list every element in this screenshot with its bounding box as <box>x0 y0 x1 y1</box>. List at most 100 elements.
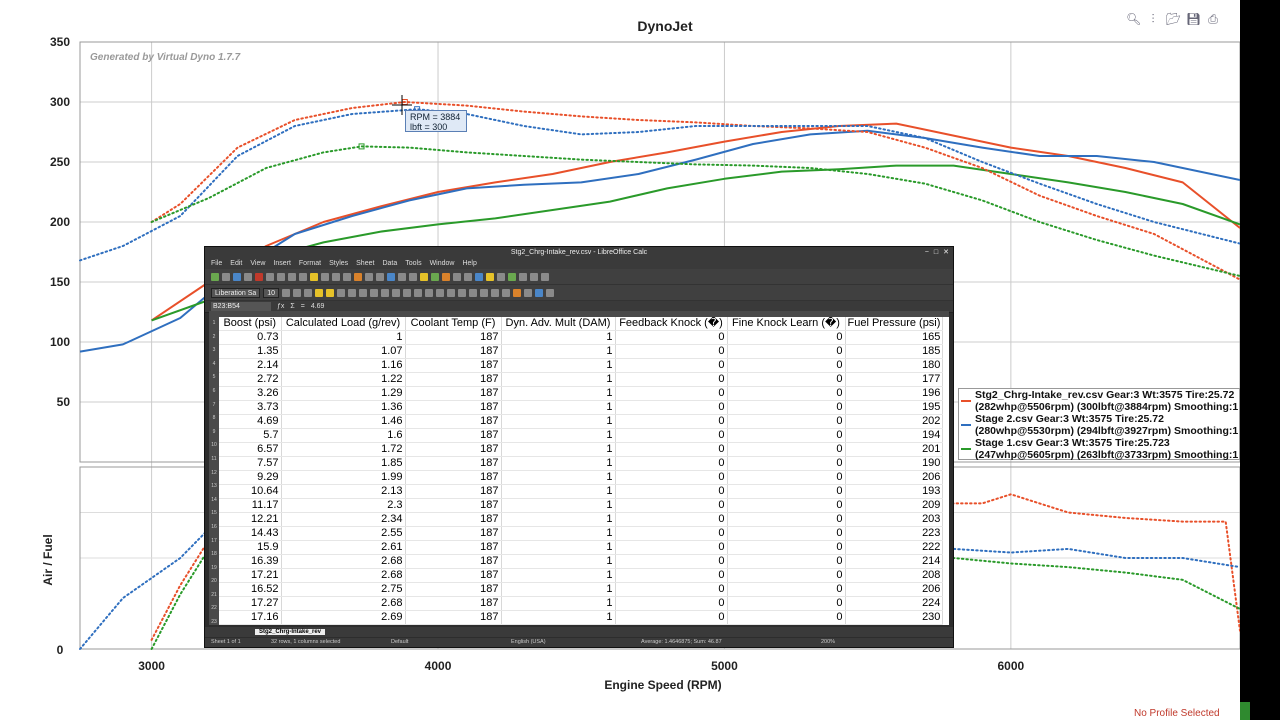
table-cell[interactable]: 187 <box>405 526 502 542</box>
row-number[interactable]: 18 <box>211 551 217 558</box>
row-number[interactable]: 22 <box>211 605 217 612</box>
add-decimal-icon[interactable] <box>480 288 489 297</box>
table-cell[interactable]: 187 <box>405 428 502 444</box>
table-cell[interactable]: 17.21 <box>219 568 282 584</box>
table-cell[interactable]: 187 <box>405 442 502 458</box>
table-cell[interactable]: 1 <box>501 456 616 472</box>
table-cell[interactable]: 0 <box>727 400 846 416</box>
table-cell[interactable]: 1.36 <box>281 400 406 416</box>
table-cell[interactable]: 201 <box>845 442 944 458</box>
justify-icon[interactable] <box>370 288 379 297</box>
table-cell[interactable]: 203 <box>845 512 944 528</box>
split-icon[interactable] <box>530 272 538 281</box>
calc-menu-item[interactable]: Insert <box>273 260 291 267</box>
table-cell[interactable]: 206 <box>845 582 944 598</box>
table-cell[interactable]: 1 <box>501 526 616 542</box>
table-cell[interactable]: 187 <box>405 386 502 402</box>
name-box[interactable]: B23:B54 <box>211 301 271 312</box>
table-cell[interactable]: 185 <box>845 344 944 360</box>
row-number[interactable]: 15 <box>211 510 217 517</box>
wrap-icon[interactable] <box>381 288 390 297</box>
table-cell[interactable]: 0 <box>727 582 846 598</box>
table-cell[interactable]: 1.99 <box>281 470 406 486</box>
table-cell[interactable]: 0 <box>615 512 728 528</box>
highlight-icon[interactable] <box>326 288 335 297</box>
calc-menu-item[interactable]: Sheet <box>356 260 375 267</box>
table-cell[interactable]: 187 <box>405 372 502 388</box>
table-cell[interactable]: 0 <box>615 484 728 500</box>
paste-icon[interactable] <box>299 272 307 281</box>
minimize-icon[interactable]: − <box>924 249 929 256</box>
align-center-icon[interactable] <box>348 288 357 297</box>
valign-center-icon[interactable] <box>414 288 423 297</box>
valign-top-icon[interactable] <box>403 288 412 297</box>
table-cell[interactable]: 214 <box>845 554 944 570</box>
filter-icon[interactable]: ⫶ <box>1151 12 1155 26</box>
print-preview-icon[interactable] <box>266 272 274 281</box>
table-cell[interactable]: 180 <box>845 358 944 374</box>
legend-item-stage1[interactable]: Stage 1.csv Gear:3 Wt:3575 Tire:25.723 (… <box>959 437 1239 461</box>
row-icon[interactable] <box>365 272 373 281</box>
font-name-box[interactable]: Liberation Sa <box>211 287 261 298</box>
table-cell[interactable]: 7.57 <box>219 456 282 472</box>
table-cell[interactable]: 0 <box>727 344 846 360</box>
clone-icon[interactable] <box>310 272 318 281</box>
zoom-icon[interactable]: 🔍︎ <box>1126 12 1142 26</box>
table-cell[interactable]: 2.13 <box>281 484 406 500</box>
table-cell[interactable]: 187 <box>405 484 502 500</box>
row-number[interactable]: 1 <box>212 320 216 326</box>
table-cell[interactable]: 187 <box>405 610 502 625</box>
table-cell[interactable]: 1 <box>501 568 616 584</box>
table-cell[interactable]: 0 <box>727 498 846 514</box>
table-cell[interactable]: 0 <box>615 470 728 486</box>
table-cell[interactable]: 187 <box>405 498 502 514</box>
table-cell[interactable]: 1 <box>501 484 616 500</box>
print-icon[interactable] <box>255 272 263 281</box>
new-icon[interactable] <box>211 272 219 281</box>
undo-icon[interactable] <box>332 272 340 281</box>
legend-item-stg2[interactable]: Stg2_Chrg-Intake_rev.csv Gear:3 Wt:3575 … <box>959 389 1239 413</box>
table-cell[interactable]: 165 <box>845 330 944 346</box>
table-cell[interactable]: 1.16 <box>281 358 406 374</box>
column-header-cell[interactable]: Boost (psi) <box>219 317 282 332</box>
table-cell[interactable]: 0 <box>615 442 728 458</box>
row-number[interactable]: 7 <box>212 401 216 408</box>
percent-icon[interactable] <box>447 288 456 297</box>
column-header-cell[interactable]: Feedback Knock (�) <box>615 317 728 332</box>
row-number[interactable]: 21 <box>211 591 217 598</box>
close-icon[interactable]: ✕ <box>943 249 949 256</box>
table-cell[interactable]: 187 <box>405 596 502 612</box>
table-cell[interactable]: 196 <box>845 386 944 402</box>
table-cell[interactable]: 0 <box>615 414 728 430</box>
table-cell[interactable]: 0 <box>615 526 728 542</box>
column-header-cell[interactable]: Fuel Pressure (psi) <box>845 317 944 332</box>
table-cell[interactable]: 177 <box>845 372 944 388</box>
comment-icon[interactable] <box>486 272 494 281</box>
table-cell[interactable]: 14.43 <box>219 526 282 542</box>
table-cell[interactable]: 1 <box>501 372 616 388</box>
table-cell[interactable]: 17.16 <box>219 610 282 625</box>
italic-icon[interactable] <box>293 288 302 297</box>
table-cell[interactable]: 1 <box>501 428 616 444</box>
underline-icon[interactable] <box>304 288 313 297</box>
row-number[interactable]: 4 <box>212 360 216 367</box>
table-cell[interactable]: 187 <box>405 400 502 416</box>
merge-icon[interactable] <box>392 288 401 297</box>
table-cell[interactable]: 222 <box>845 540 944 556</box>
table-cell[interactable]: 0 <box>727 414 846 430</box>
table-cell[interactable]: 1 <box>501 540 616 556</box>
table-cell[interactable]: 16.39 <box>219 554 282 570</box>
row-number[interactable]: 3 <box>212 347 216 354</box>
border-style-icon[interactable] <box>524 288 533 297</box>
table-cell[interactable]: 187 <box>405 456 502 472</box>
table-cell[interactable]: 2.69 <box>281 610 406 625</box>
table-cell[interactable]: 2.68 <box>281 596 406 612</box>
table-cell[interactable]: 0 <box>615 498 728 514</box>
calc-titlebar[interactable]: Stg2_Chrg-Intake_rev.csv - LibreOffice C… <box>205 247 953 259</box>
row-number[interactable]: 16 <box>211 523 217 530</box>
font-size-box[interactable]: 10 <box>263 287 280 298</box>
table-cell[interactable]: 0 <box>615 582 728 598</box>
table-cell[interactable]: 0 <box>615 372 728 388</box>
table-cell[interactable]: 0 <box>615 330 728 346</box>
table-cell[interactable]: 1 <box>501 470 616 486</box>
